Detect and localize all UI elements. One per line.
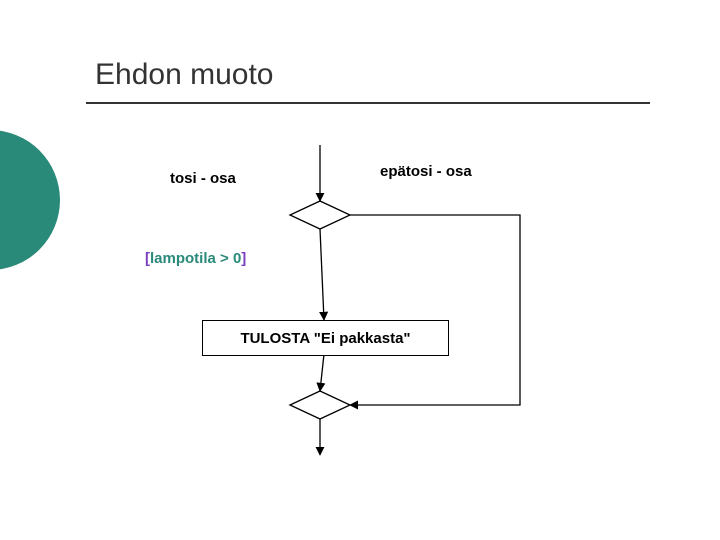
title-underline [86,102,650,104]
condition-label: [lampotila > 0] [145,250,246,267]
label-false-part: epätosi - osa [380,163,472,180]
page-title: Ehdon muoto [95,58,273,92]
bracket-close: ] [241,250,246,267]
label-true-part: tosi - osa [170,170,236,187]
accent-circle [0,130,60,270]
action-box: TULOSTA "Ei pakkasta" [202,320,449,356]
condition-text: lampotila > 0 [150,250,241,267]
